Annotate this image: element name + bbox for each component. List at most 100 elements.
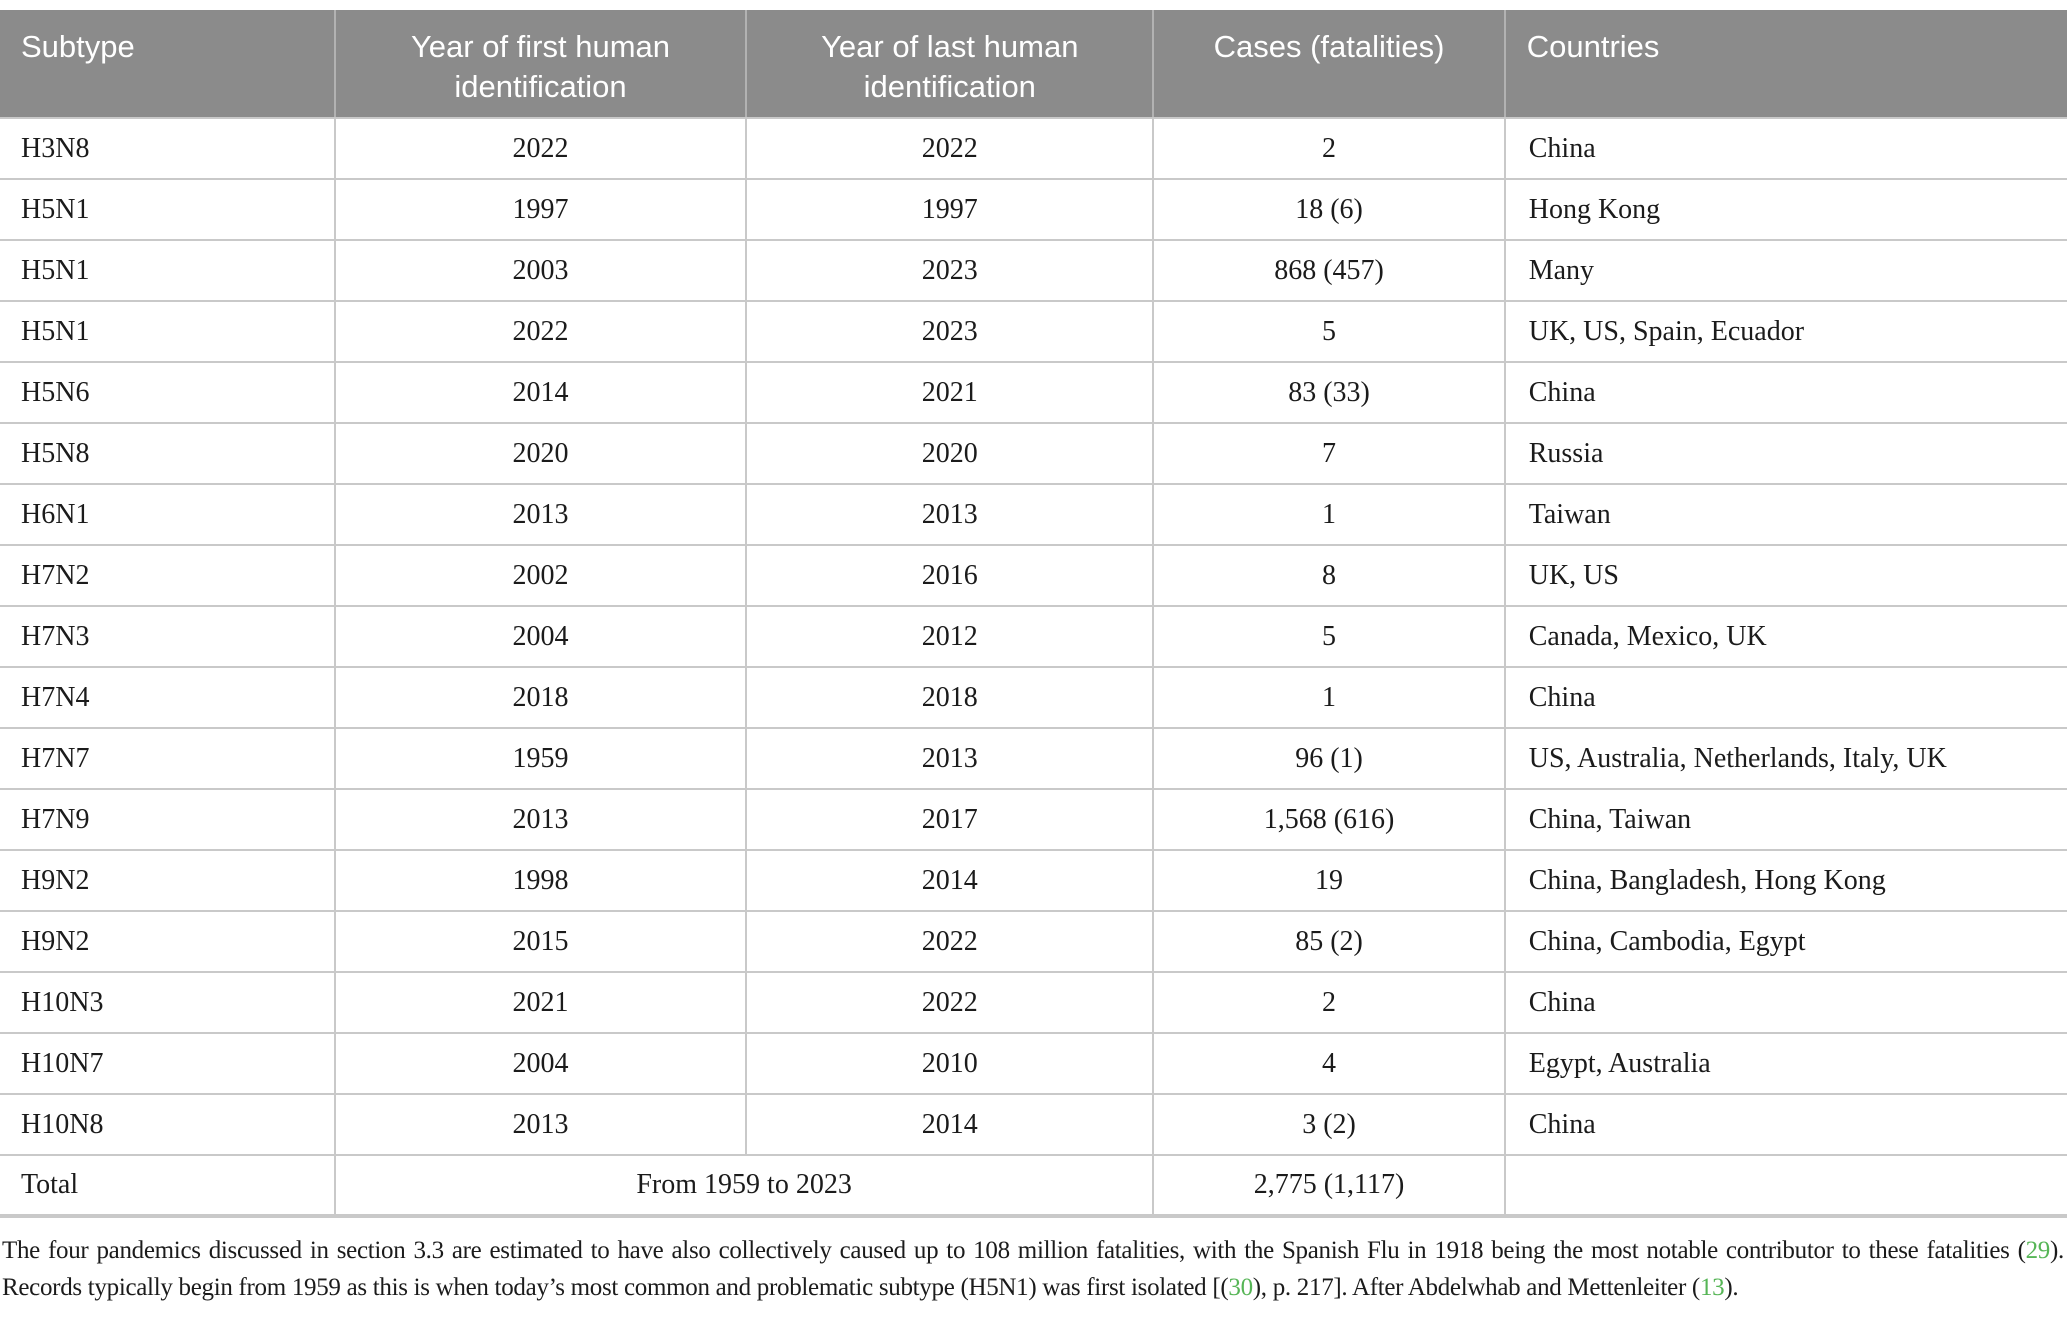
total-row: Total From 1959 to 2023 2,775 (1,117): [0, 1154, 2067, 1218]
cell-year-first: 2004: [333, 1032, 748, 1095]
column-header-countries: Countries: [1504, 10, 2067, 119]
cell-year-last: 2013: [745, 483, 1155, 546]
table-body: H3N8 2022 2022 2 China H5N1 1997 1997 18 (6) Hong…: [0, 117, 2067, 1156]
cell-cases: 96 (1): [1152, 727, 1506, 790]
cell-subtype: H3N8: [0, 117, 336, 180]
cell-subtype: H5N1: [0, 239, 336, 302]
cell-cases: 2: [1152, 117, 1506, 180]
cell-cases: 1: [1152, 666, 1506, 729]
cell-year-first: 1959: [333, 727, 748, 790]
cell-subtype: H5N1: [0, 300, 336, 363]
cell-year-first: 2004: [333, 605, 748, 668]
table-row: H10N8 2013 2014 3 (2) China: [0, 1093, 2067, 1156]
cell-subtype: H7N2: [0, 544, 336, 607]
cell-year-last: 2014: [745, 1093, 1155, 1156]
cell-countries: UK, US: [1503, 544, 2067, 607]
table-row: H7N4 2018 2018 1 China: [0, 666, 2067, 729]
cell-subtype: H7N3: [0, 605, 336, 668]
cell-year-last: 2010: [745, 1032, 1155, 1095]
table-row: H10N3 2021 2022 2 China: [0, 971, 2067, 1034]
cell-countries: US, Australia, Netherlands, Italy, UK: [1503, 727, 2067, 790]
cell-year-last: 2021: [745, 361, 1155, 424]
cell-year-first: 1998: [333, 849, 748, 912]
table-row: H5N1 1997 1997 18 (6) Hong Kong: [0, 178, 2067, 241]
cell-subtype: H10N8: [0, 1093, 336, 1156]
cell-year-first: 2018: [333, 666, 748, 729]
cell-cases: 7: [1152, 422, 1506, 485]
column-header-cases: Cases (fatalities): [1153, 10, 1506, 119]
cell-subtype: H5N1: [0, 178, 336, 241]
footnote-text: ).: [1724, 1274, 1739, 1301]
cell-countries: Taiwan: [1503, 483, 2067, 546]
cell-year-last: 2023: [745, 239, 1155, 302]
table-row: H7N9 2013 2017 1,568 (616) China, Taiwan: [0, 788, 2067, 851]
cell-year-last: 2020: [745, 422, 1155, 485]
cell-countries: Russia: [1503, 422, 2067, 485]
cell-cases: 868 (457): [1152, 239, 1506, 302]
cell-cases: 1,568 (616): [1152, 788, 1506, 851]
cell-countries: China: [1503, 971, 2067, 1034]
cell-cases: 18 (6): [1152, 178, 1506, 241]
cell-year-last: 2013: [745, 727, 1155, 790]
cell-countries: Canada, Mexico, UK: [1503, 605, 2067, 668]
table-row: H5N1 2003 2023 868 (457) Many: [0, 239, 2067, 302]
table-row: H7N2 2002 2016 8 UK, US: [0, 544, 2067, 607]
cell-subtype: H6N1: [0, 483, 336, 546]
citation-link[interactable]: 29: [2025, 1237, 2051, 1264]
cell-year-first: 2022: [333, 117, 748, 180]
cell-countries: China: [1503, 1093, 2067, 1156]
table-row: H6N1 2013 2013 1 Taiwan: [0, 483, 2067, 546]
table-row: H5N6 2014 2021 83 (33) China: [0, 361, 2067, 424]
cell-countries: Many: [1503, 239, 2067, 302]
total-label: Total: [0, 1154, 336, 1218]
citation-link[interactable]: 30: [1228, 1274, 1253, 1301]
column-header-year-first: Year of first human identification: [334, 10, 748, 119]
cell-countries: China: [1503, 666, 2067, 729]
cell-subtype: H10N3: [0, 971, 336, 1034]
table-header: Subtype Year of first human identificati…: [0, 10, 2067, 119]
cell-cases: 3 (2): [1152, 1093, 1506, 1156]
cell-year-last: 2022: [745, 117, 1155, 180]
cell-year-first: 2020: [333, 422, 748, 485]
cell-year-first: 2013: [333, 788, 748, 851]
cell-year-last: 1997: [745, 178, 1155, 241]
cell-year-last: 2012: [745, 605, 1155, 668]
cell-countries: China: [1503, 361, 2067, 424]
cell-year-last: 2017: [745, 788, 1155, 851]
cell-year-first: 2015: [333, 910, 748, 973]
cell-subtype: H7N7: [0, 727, 336, 790]
cell-year-first: 2002: [333, 544, 748, 607]
cell-countries: Hong Kong: [1503, 178, 2067, 241]
cell-year-last: 2014: [745, 849, 1155, 912]
cell-cases: 19: [1152, 849, 1506, 912]
footnote: The four pandemics discussed in section …: [2, 1232, 2064, 1306]
cell-subtype: H10N7: [0, 1032, 336, 1095]
total-countries: [1503, 1154, 2067, 1218]
cell-subtype: H9N2: [0, 849, 336, 912]
cell-year-last: 2016: [745, 544, 1155, 607]
column-header-year-last: Year of last human identification: [746, 10, 1155, 119]
cell-year-first: 2013: [333, 483, 748, 546]
table-row: H9N2 2015 2022 85 (2) China, Cambodia, Egypt: [0, 910, 2067, 973]
cell-year-first: 2021: [333, 971, 748, 1034]
column-header-subtype: Subtype: [0, 10, 336, 119]
table-row: H3N8 2022 2022 2 China: [0, 117, 2067, 180]
cell-countries: China, Cambodia, Egypt: [1503, 910, 2067, 973]
cell-subtype: H7N4: [0, 666, 336, 729]
cell-year-first: 2013: [333, 1093, 748, 1156]
cell-cases: 2: [1152, 971, 1506, 1034]
table-row: H10N7 2004 2010 4 Egypt, Australia: [0, 1032, 2067, 1095]
cell-cases: 83 (33): [1152, 361, 1506, 424]
cell-countries: UK, US, Spain, Ecuador: [1503, 300, 2067, 363]
total-years-span: From 1959 to 2023: [333, 1154, 1155, 1218]
cell-subtype: H9N2: [0, 910, 336, 973]
cell-year-last: 2018: [745, 666, 1155, 729]
cell-subtype: H7N9: [0, 788, 336, 851]
cell-countries: China: [1503, 117, 2067, 180]
citation-link[interactable]: 13: [1699, 1274, 1725, 1301]
cell-subtype: H5N8: [0, 422, 336, 485]
cell-year-first: 2022: [333, 300, 748, 363]
table-row: H5N1 2022 2023 5 UK, US, Spain, Ecuador: [0, 300, 2067, 363]
cell-countries: China, Bangladesh, Hong Kong: [1503, 849, 2067, 912]
